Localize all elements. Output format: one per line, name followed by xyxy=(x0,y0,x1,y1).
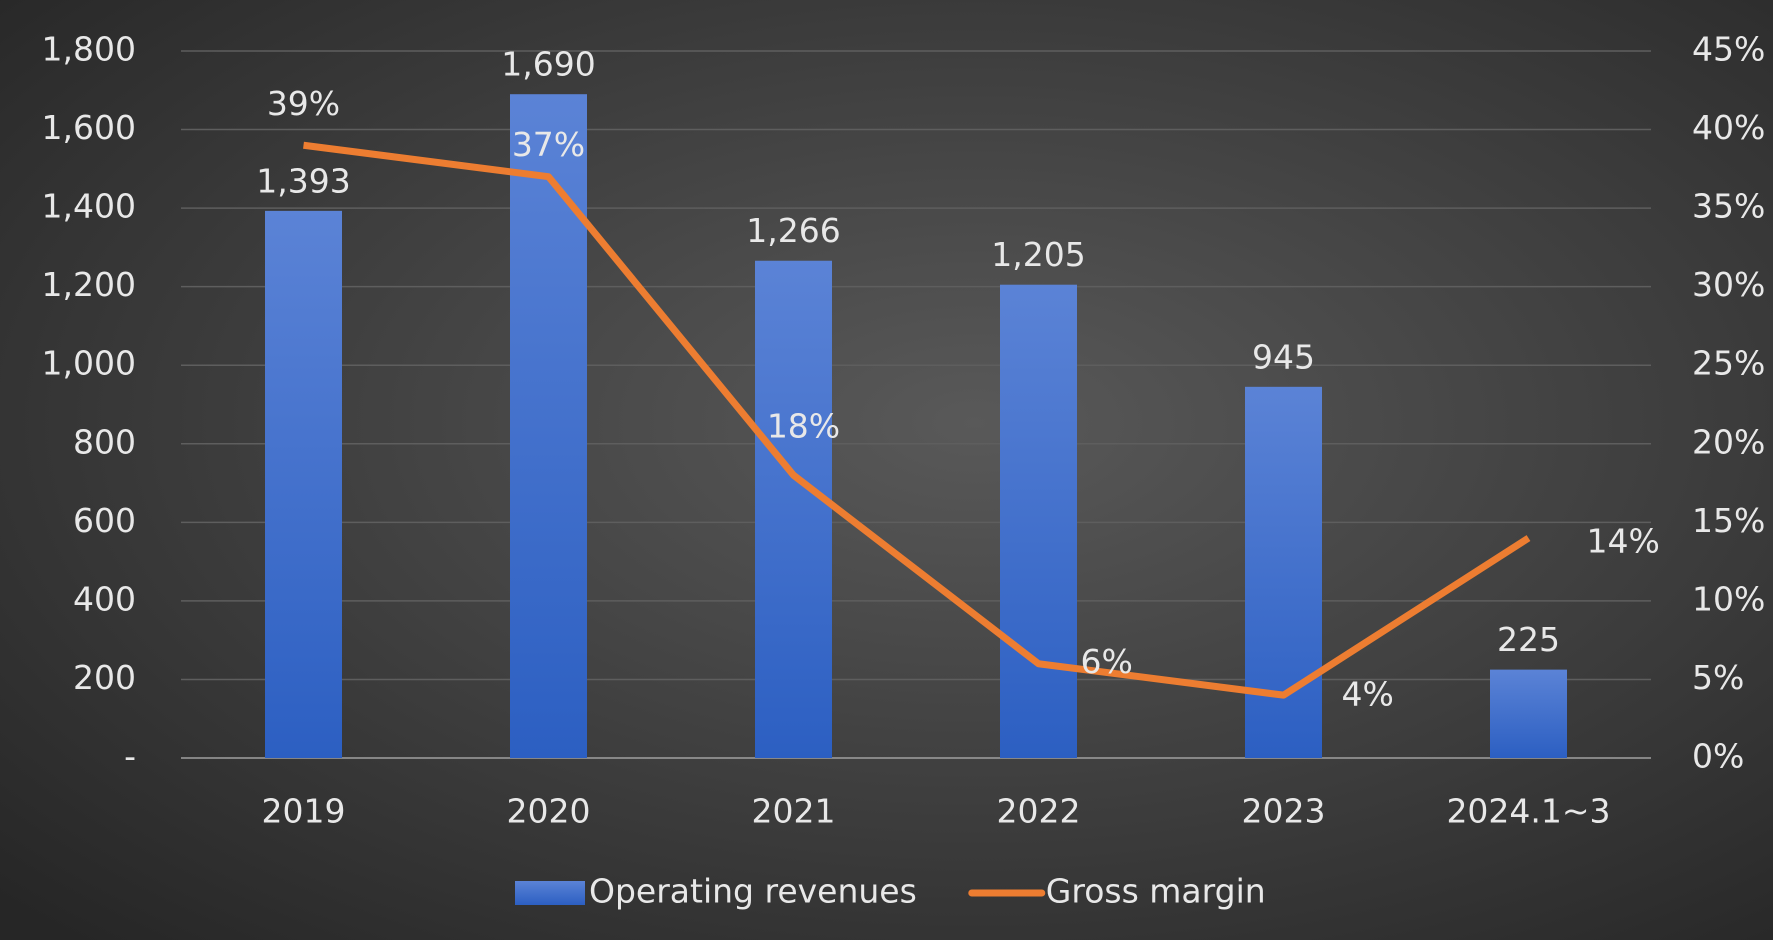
line-value-label: 14% xyxy=(1587,522,1660,561)
y-tick-label: 1,200 xyxy=(42,265,136,304)
line-value-label: 39% xyxy=(267,84,340,123)
line-value-label: 37% xyxy=(512,125,585,164)
y2-tick-label: 35% xyxy=(1692,187,1765,226)
line-value-label: 6% xyxy=(1081,642,1133,681)
bar xyxy=(755,260,832,758)
bar-value-label: 945 xyxy=(1252,337,1315,376)
bar xyxy=(1490,669,1567,758)
y-tick-label: 800 xyxy=(73,422,136,461)
legend-label: Operating revenues xyxy=(589,872,917,911)
legend-swatch xyxy=(515,881,585,905)
y-tick-label: - xyxy=(124,737,136,776)
y2-tick-label: 5% xyxy=(1692,658,1744,697)
bar-value-label: 1,205 xyxy=(991,235,1085,274)
y2-tick-label: 30% xyxy=(1692,265,1765,304)
x-tick-label: 2021 xyxy=(752,792,836,831)
y-tick-label: 200 xyxy=(73,658,136,697)
y2-tick-label: 25% xyxy=(1692,344,1765,383)
y-tick-label: 1,600 xyxy=(42,108,136,147)
bar xyxy=(265,210,342,759)
y-tick-label: 400 xyxy=(73,579,136,618)
y-tick-label: 1,000 xyxy=(42,344,136,383)
y2-tick-label: 40% xyxy=(1692,108,1765,147)
x-tick-label: 2019 xyxy=(262,792,346,831)
bar-value-label: 225 xyxy=(1497,620,1560,659)
line-value-label: 18% xyxy=(767,407,840,446)
y2-tick-label: 20% xyxy=(1692,422,1765,461)
bar xyxy=(1000,284,1077,758)
x-tick-label: 2024.1~3 xyxy=(1446,792,1610,831)
legend-label: Gross margin xyxy=(1046,872,1266,911)
x-tick-label: 2022 xyxy=(997,792,1081,831)
y2-tick-label: 15% xyxy=(1692,501,1765,540)
y2-tick-label: 45% xyxy=(1692,30,1765,69)
line xyxy=(303,141,1531,699)
y-tick-label: 600 xyxy=(73,501,136,540)
y2-tick-label: 10% xyxy=(1692,579,1765,618)
bar-value-label: 1,690 xyxy=(501,45,595,84)
y2-tick-label: 0% xyxy=(1692,737,1744,776)
y-tick-label: 1,400 xyxy=(42,187,136,226)
x-tick-label: 2020 xyxy=(507,792,591,831)
x-tick-label: 2023 xyxy=(1242,792,1326,831)
line-value-label: 4% xyxy=(1342,675,1394,714)
bar-value-label: 1,393 xyxy=(256,161,350,200)
bar xyxy=(1245,386,1322,758)
bar-value-label: 1,266 xyxy=(746,211,840,250)
bar xyxy=(510,94,587,758)
y-tick-label: 1,800 xyxy=(42,30,136,69)
